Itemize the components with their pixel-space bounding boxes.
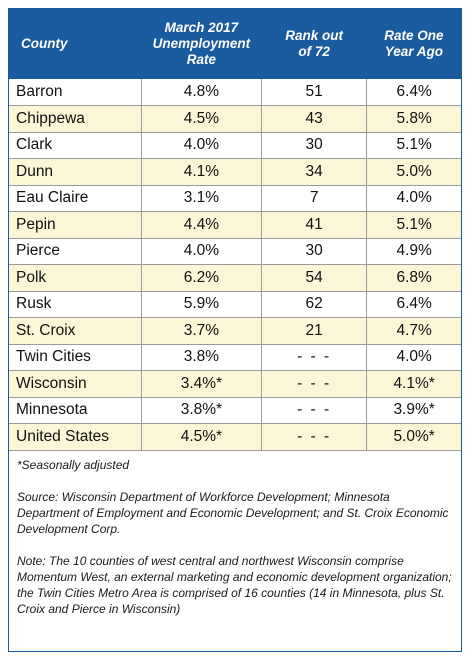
county-cell: Polk [9, 264, 142, 292]
rank-cell: 54 [261, 264, 368, 292]
rate-cell: 4.4% [141, 211, 263, 239]
rank-cell: 7 [261, 185, 368, 212]
rate-cell: 4.5%* [141, 423, 263, 451]
year-ago-cell: 5.1% [366, 132, 461, 159]
source-note: Source: Wisconsin Department of Workforc… [17, 489, 449, 536]
rate-cell: 4.8% [141, 79, 263, 106]
year-ago-cell: 3.9%* [366, 397, 461, 424]
rank-cell: 21 [261, 317, 368, 345]
year-ago-cell: 4.1%* [366, 370, 461, 398]
seasonal-footnote: *Seasonally adjusted [17, 457, 130, 472]
county-cell: Clark [9, 132, 142, 159]
county-cell: Eau Claire [9, 185, 142, 212]
header-rank: Rank out of 72 [261, 9, 367, 79]
rank-cell: 41 [261, 211, 368, 239]
table-row: Minnesota 3.8%* - - - 3.9%* [9, 397, 461, 424]
unemployment-table: County March 2017 Unemployment Rate Rank… [9, 9, 461, 451]
county-cell: Twin Cities [9, 344, 142, 371]
year-ago-cell: 5.1% [366, 211, 461, 239]
table-row: Rusk 5.9% 62 6.4% [9, 291, 461, 318]
rank-cell: 62 [261, 291, 368, 318]
rate-cell: 5.9% [141, 291, 263, 318]
rank-cell: - - - [261, 423, 368, 451]
table-row: United States 4.5%* - - - 5.0%* [9, 423, 461, 451]
table-row: Pepin 4.4% 41 5.1% [9, 211, 461, 239]
table-notes: *Seasonally adjusted Source: Wisconsin D… [9, 451, 461, 617]
rate-cell: 3.7% [141, 317, 263, 345]
table-row: Chippewa 4.5% 43 5.8% [9, 105, 461, 133]
unemployment-table-panel: County March 2017 Unemployment Rate Rank… [8, 8, 462, 652]
header-rate-line: March 2017 [164, 20, 239, 35]
county-cell: United States [9, 423, 142, 451]
year-ago-cell: 4.0% [366, 185, 461, 212]
county-cell: Dunn [9, 158, 142, 186]
rate-cell: 6.2% [141, 264, 263, 292]
year-ago-cell: 4.9% [366, 238, 461, 265]
year-ago-cell: 5.0%* [366, 423, 461, 451]
header-rank-line: Rank out [285, 28, 344, 43]
county-cell: Wisconsin [9, 370, 142, 398]
year-ago-cell: 6.4% [366, 291, 461, 318]
header-year-ago-line: Rate One [384, 28, 444, 43]
year-ago-cell: 5.0% [366, 158, 461, 186]
rank-cell: 43 [261, 105, 368, 133]
rank-cell: - - - [261, 370, 368, 398]
table-row: Pierce 4.0% 30 4.9% [9, 238, 461, 265]
county-cell: Pepin [9, 211, 142, 239]
header-year-ago-line: Year Ago [384, 44, 444, 59]
table-header-row: County March 2017 Unemployment Rate Rank… [9, 9, 461, 79]
table-row: Barron 4.8% 51 6.4% [9, 79, 461, 106]
rank-cell: 30 [261, 238, 368, 265]
rate-cell: 3.1% [141, 185, 263, 212]
year-ago-cell: 4.0% [366, 344, 461, 371]
rate-cell: 3.4%* [141, 370, 263, 398]
header-rate-year-ago: Rate One Year Ago [366, 9, 461, 79]
county-cell: Chippewa [9, 105, 142, 133]
header-unemployment-rate: March 2017 Unemployment Rate [141, 9, 262, 79]
rank-cell: 34 [261, 158, 368, 186]
header-rate-line: Rate [186, 52, 217, 67]
table-row: Clark 4.0% 30 5.1% [9, 132, 461, 159]
year-ago-cell: 6.4% [366, 79, 461, 106]
rank-cell: 30 [261, 132, 368, 159]
rate-cell: 4.0% [141, 132, 263, 159]
table-row: St. Croix 3.7% 21 4.7% [9, 317, 461, 345]
rank-cell: - - - [261, 397, 368, 424]
header-county: County [9, 9, 142, 79]
table-row: Polk 6.2% 54 6.8% [9, 264, 461, 292]
header-county-label: County [21, 36, 68, 51]
county-cell: Barron [9, 79, 142, 106]
rate-cell: 4.0% [141, 238, 263, 265]
county-cell: Minnesota [9, 397, 142, 424]
table-row: Dunn 4.1% 34 5.0% [9, 158, 461, 186]
rate-cell: 4.1% [141, 158, 263, 186]
rank-cell: 51 [261, 79, 368, 106]
table-row: Eau Claire 3.1% 7 4.0% [9, 185, 461, 212]
county-cell: St. Croix [9, 317, 142, 345]
rate-cell: 3.8%* [141, 397, 263, 424]
rate-cell: 3.8% [141, 344, 263, 371]
rank-cell: - - - [261, 344, 368, 371]
year-ago-cell: 4.7% [366, 317, 461, 345]
year-ago-cell: 6.8% [366, 264, 461, 292]
table-row: Twin Cities 3.8% - - - 4.0% [9, 344, 461, 371]
header-rate-line: Unemployment [152, 36, 251, 51]
table-row: Wisconsin 3.4%* - - - 4.1%* [9, 370, 461, 398]
county-cell: Pierce [9, 238, 142, 265]
year-ago-cell: 5.8% [366, 105, 461, 133]
county-cell: Rusk [9, 291, 142, 318]
header-rank-line: of 72 [298, 44, 330, 59]
explanatory-note: Note: The 10 counties of west central an… [17, 553, 452, 616]
rate-cell: 4.5% [141, 105, 263, 133]
